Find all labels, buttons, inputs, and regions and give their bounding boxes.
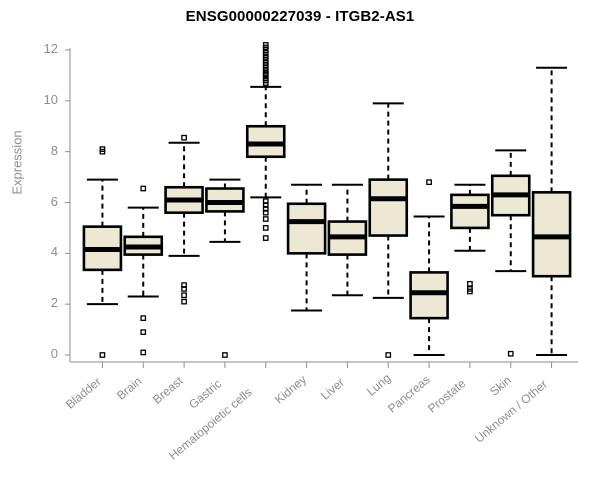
box-iqr — [368, 178, 409, 237]
outlier-point — [262, 42, 269, 48]
outlier-point — [181, 134, 187, 141]
box-iqr — [286, 202, 327, 255]
box-iqr — [205, 187, 245, 213]
boxplot-group-pancreas — [409, 179, 449, 356]
boxplot-group-hematopoietic-cells — [245, 42, 286, 241]
outlier-point — [140, 315, 147, 321]
y-tick-label: 8 — [50, 142, 58, 158]
boxplot-group-brain — [123, 185, 164, 356]
outlier-point — [426, 179, 432, 186]
outlier-point — [99, 146, 106, 152]
outlier-point — [181, 292, 187, 299]
outlier-point — [140, 329, 147, 335]
outlier-point — [181, 282, 187, 288]
box-iqr — [531, 191, 572, 278]
outlier-point — [262, 225, 269, 231]
boxplot-group-lung — [368, 102, 409, 358]
y-tick-label: 4 — [50, 244, 58, 260]
boxplot-group-skin — [490, 149, 531, 357]
y-tick-label: 12 — [43, 41, 58, 56]
boxplot-group-breast — [164, 134, 204, 305]
outlier-point — [507, 350, 514, 357]
outlier-point — [262, 235, 269, 241]
box-iqr — [409, 271, 449, 320]
y-tick-label: 2 — [50, 295, 58, 311]
box-iqr — [245, 124, 286, 159]
y-tick-label: 10 — [43, 91, 58, 107]
outlier-point — [262, 198, 269, 205]
outlier-point — [262, 216, 269, 222]
outlier-point — [99, 352, 106, 358]
y-tick-label: 6 — [50, 193, 58, 209]
y-tick-label: 0 — [50, 346, 58, 361]
outlier-point — [140, 349, 147, 356]
outlier-point — [467, 286, 473, 292]
boxplot-group-kidney — [286, 183, 327, 312]
boxplot-group-bladder — [82, 146, 123, 358]
outlier-point — [467, 280, 473, 287]
boxplot-group-unknown-other — [531, 66, 572, 356]
boxplot-group-liver — [327, 183, 368, 297]
outlier-point — [181, 298, 187, 305]
outlier-point — [140, 185, 147, 192]
outlier-point — [385, 352, 392, 358]
chart-title: ENSG00000227039 - ITGB2-AS1 — [185, 8, 415, 25]
box-iqr — [450, 193, 490, 230]
boxplot-group-prostate — [450, 183, 490, 295]
outlier-point — [222, 352, 228, 358]
boxplot-group-gastric — [205, 178, 245, 358]
